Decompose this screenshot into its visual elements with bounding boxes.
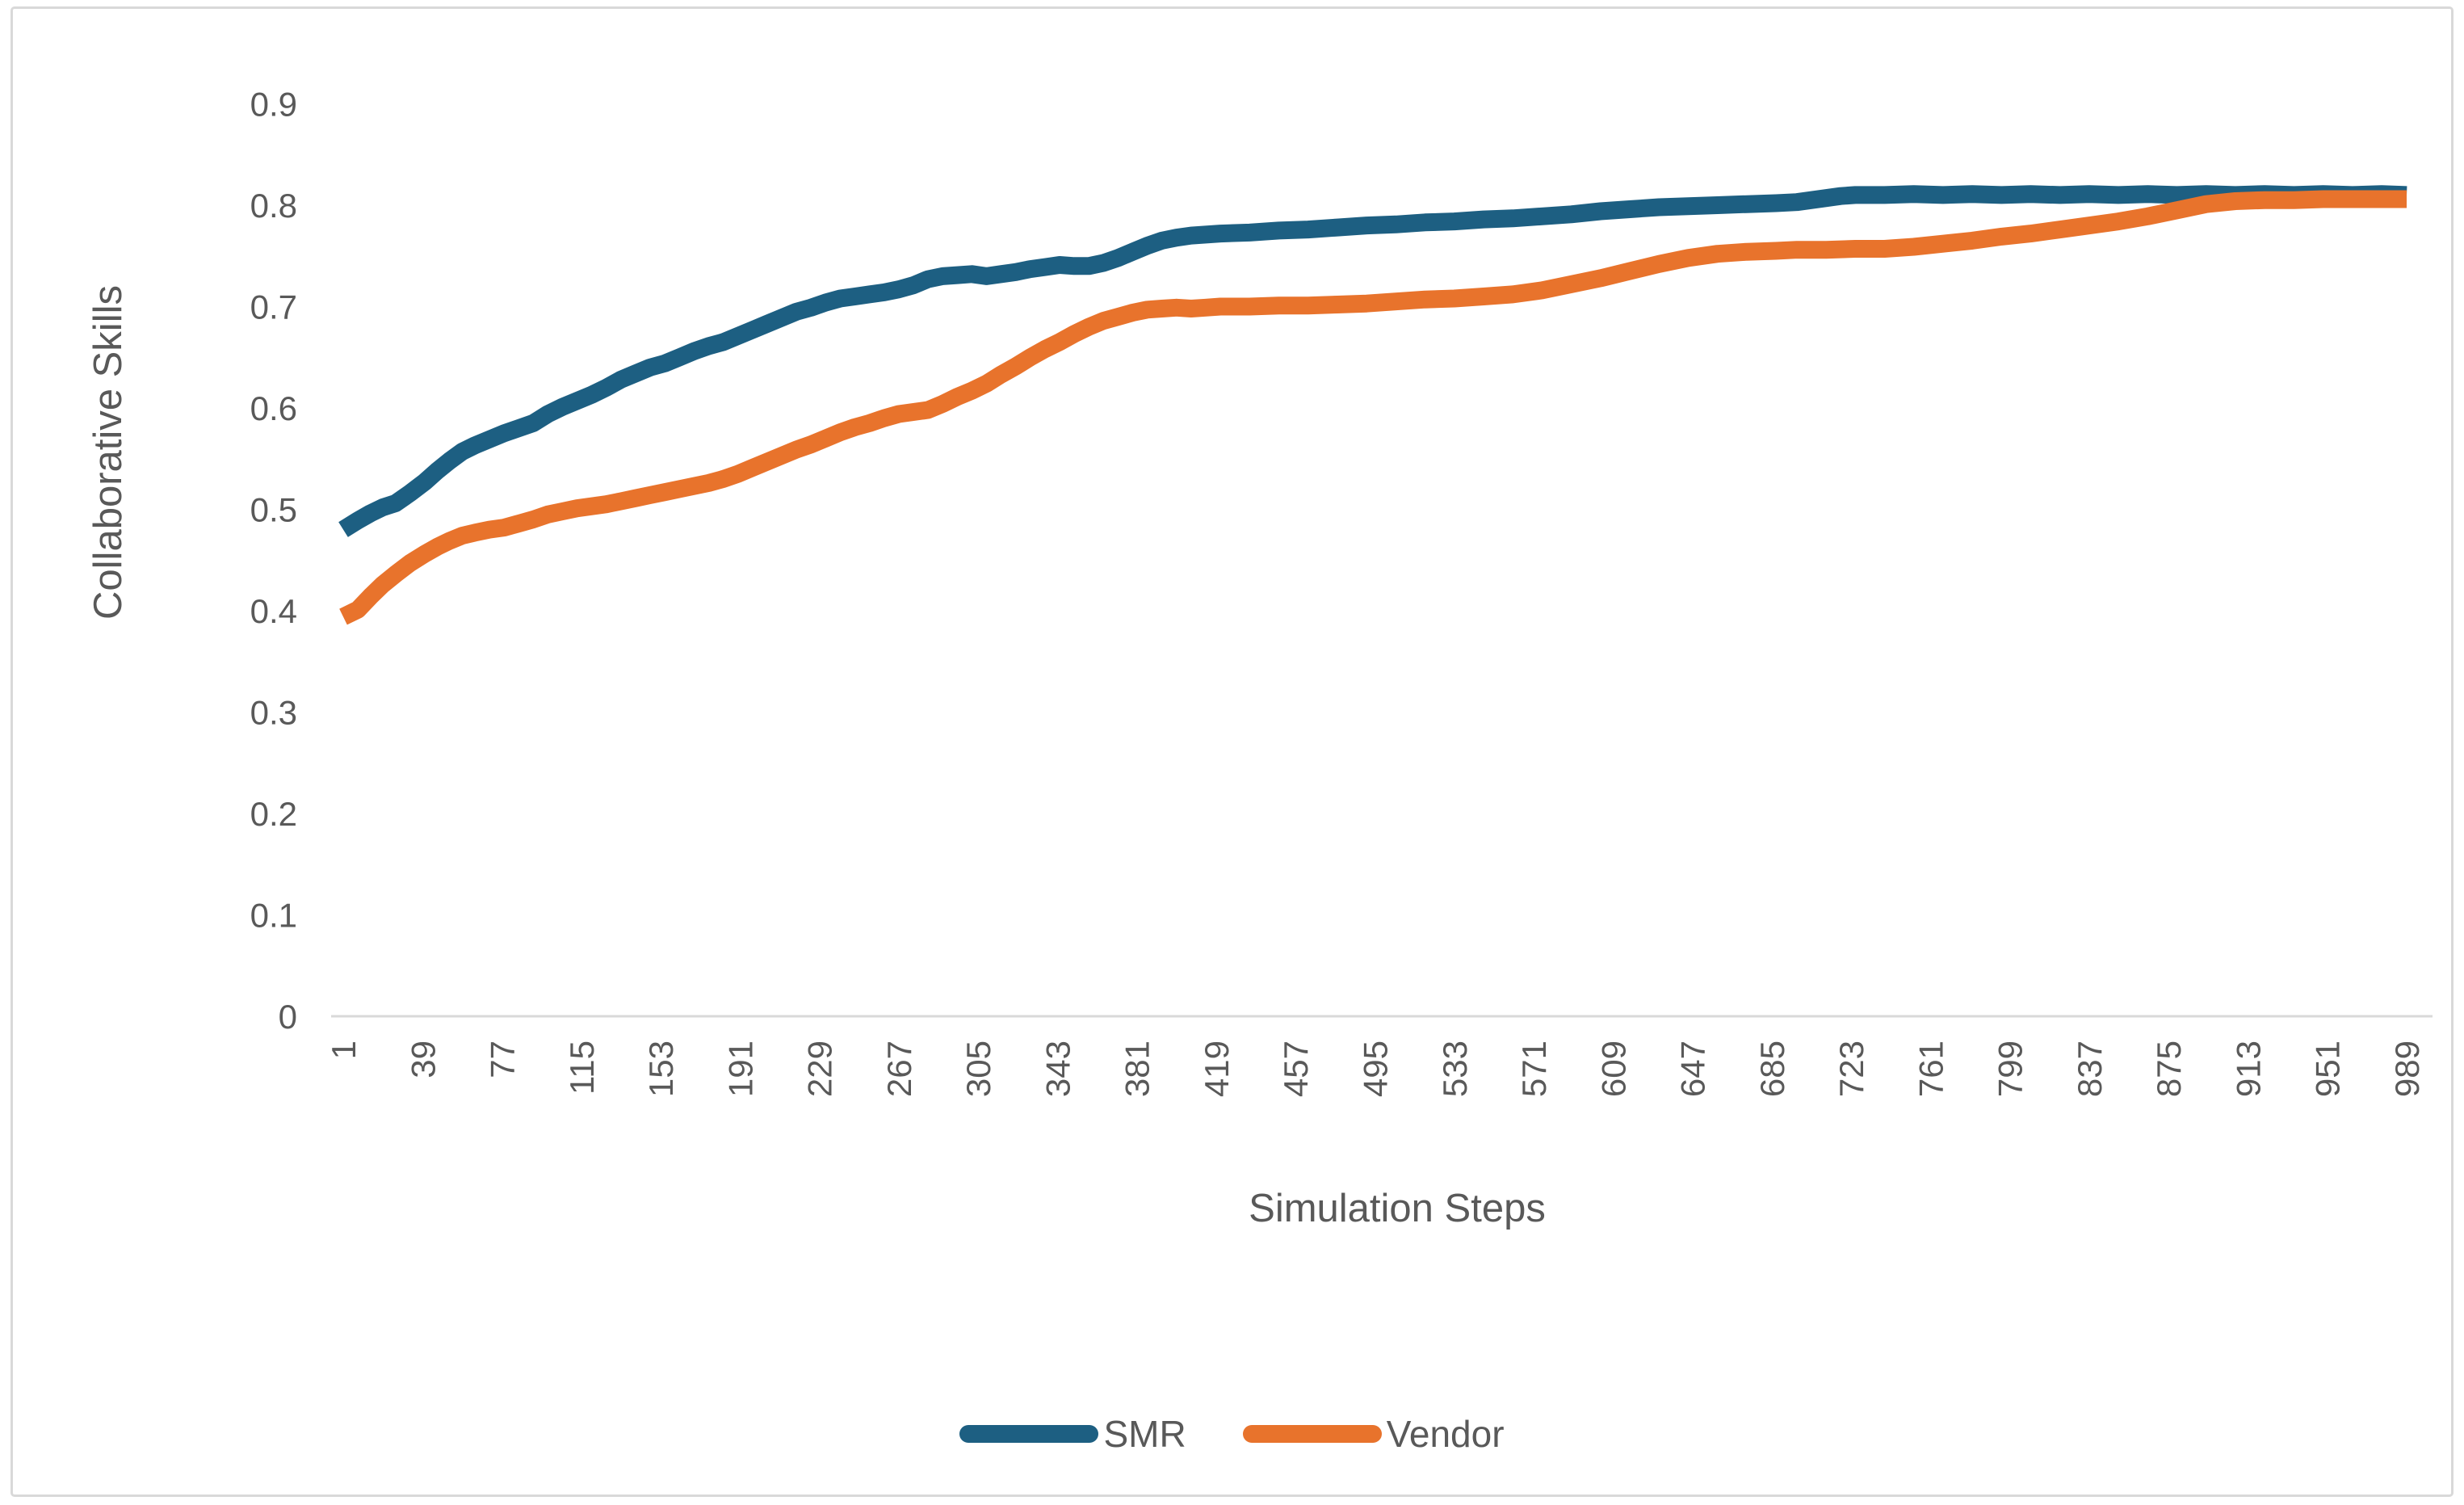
legend-label-vendor: Vendor — [1386, 1413, 1505, 1455]
y-tick-label: 0.9 — [250, 86, 297, 124]
x-tick-label: 229 — [801, 1040, 839, 1097]
chart-frame — [10, 6, 2454, 1497]
x-tick-label: 115 — [563, 1040, 601, 1095]
x-tick-label: 153 — [642, 1040, 680, 1097]
x-tick-label: 381 — [1119, 1040, 1156, 1097]
y-tick-label: 0.1 — [250, 897, 297, 935]
x-tick-label: 533 — [1436, 1040, 1474, 1097]
y-tick-label: 0.7 — [250, 288, 297, 326]
x-tick-label: 1 — [325, 1040, 363, 1059]
x-tick-label: 609 — [1594, 1040, 1632, 1097]
y-tick-label: 0.2 — [250, 795, 297, 833]
x-tick-label: 723 — [1832, 1040, 1870, 1097]
x-tick-label: 495 — [1357, 1040, 1395, 1097]
series-line-vendor — [339, 190, 2407, 625]
x-tick-label: 837 — [2071, 1040, 2109, 1097]
x-tick-label: 267 — [880, 1040, 918, 1097]
x-tick-label: 343 — [1039, 1040, 1077, 1097]
x-tick-label: 951 — [2309, 1040, 2347, 1097]
legend-item-vendor: Vendor — [1242, 1413, 1505, 1455]
legend-item-smr: SMR — [959, 1415, 1186, 1452]
x-tick-label: 77 — [484, 1040, 522, 1078]
y-axis-title: Collaborative Skills — [86, 285, 130, 620]
x-tick-label: 799 — [1992, 1040, 2030, 1097]
y-tick-label: 0.6 — [250, 389, 297, 427]
x-tick-label: 761 — [1912, 1040, 1950, 1097]
vendor-line-swatch — [1242, 1425, 1382, 1443]
series-line-smr — [338, 185, 2407, 537]
x-tick-label: 419 — [1198, 1040, 1236, 1097]
x-axis-title: Simulation Steps — [1249, 1187, 1546, 1230]
legend: SMR Vendor — [0, 1415, 2464, 1452]
y-tick-label: 0.3 — [250, 694, 297, 732]
x-tick-label: 875 — [2150, 1040, 2188, 1097]
x-tick-label: 571 — [1515, 1040, 1553, 1097]
x-tick-label: 305 — [959, 1040, 997, 1097]
y-tick-label: 0.8 — [250, 187, 297, 225]
x-tick-label: 39 — [404, 1040, 442, 1078]
x-tick-label: 191 — [721, 1040, 759, 1097]
x-tick-label: 647 — [1674, 1040, 1712, 1097]
legend-label-smr: SMR — [1103, 1413, 1186, 1455]
x-tick-label: 913 — [2229, 1040, 2267, 1097]
y-tick-label: 0.5 — [250, 491, 297, 529]
y-tick-label: 0 — [279, 998, 297, 1036]
x-tick-label: 685 — [1753, 1040, 1791, 1097]
smr-line-swatch — [959, 1425, 1099, 1443]
x-tick-label: 457 — [1277, 1040, 1315, 1097]
y-tick-label: 0.4 — [250, 592, 297, 630]
x-tick-label: 989 — [2388, 1040, 2426, 1097]
